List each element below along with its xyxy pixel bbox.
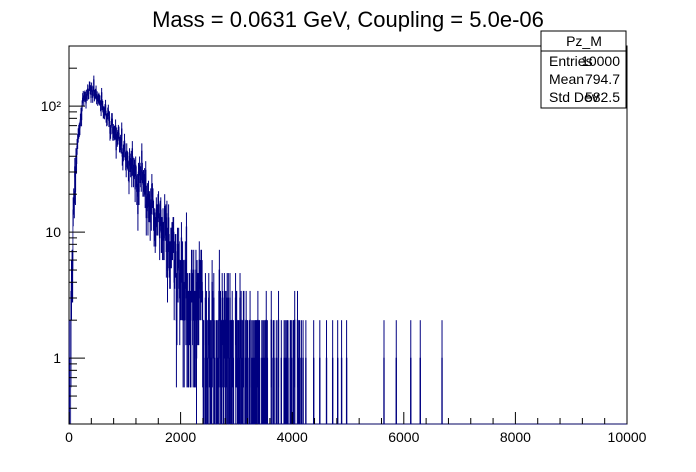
x-tick-label: 8000 (500, 429, 531, 445)
histogram-bins (68, 75, 627, 425)
y-tick-label: 10 (45, 224, 61, 240)
x-tick-label: 4000 (277, 429, 308, 445)
stats-stddev-label: Std Dev (549, 89, 599, 105)
stats-box: Pz_M Entries 10000 Mean 794.7 Std Dev 58… (540, 30, 627, 109)
y-axis: 1 10 10² (41, 45, 85, 425)
stats-stddev-value: 582.5 (585, 89, 620, 105)
stats-mean-label: Mean (549, 71, 584, 87)
chart-title: Mass = 0.0631 GeV, Coupling = 5.0e-06 (152, 7, 544, 32)
x-tick-label: 10000 (608, 429, 647, 445)
stats-entries-label: Entries (549, 53, 593, 69)
x-tick-label: 0 (65, 429, 73, 445)
y-tick-label: 10² (41, 98, 62, 114)
stats-entries-value: 10000 (581, 53, 620, 69)
x-tick-label: 6000 (388, 429, 419, 445)
stats-box-frame (540, 30, 627, 109)
y-tick-label: 1 (53, 350, 61, 366)
x-tick-label: 2000 (165, 429, 196, 445)
stats-mean-value: 794.7 (585, 71, 620, 87)
x-axis: 0 2000 4000 6000 8000 10000 (65, 412, 647, 445)
histogram-outline (69, 79, 627, 425)
stats-box-name: Pz_M (566, 33, 602, 49)
